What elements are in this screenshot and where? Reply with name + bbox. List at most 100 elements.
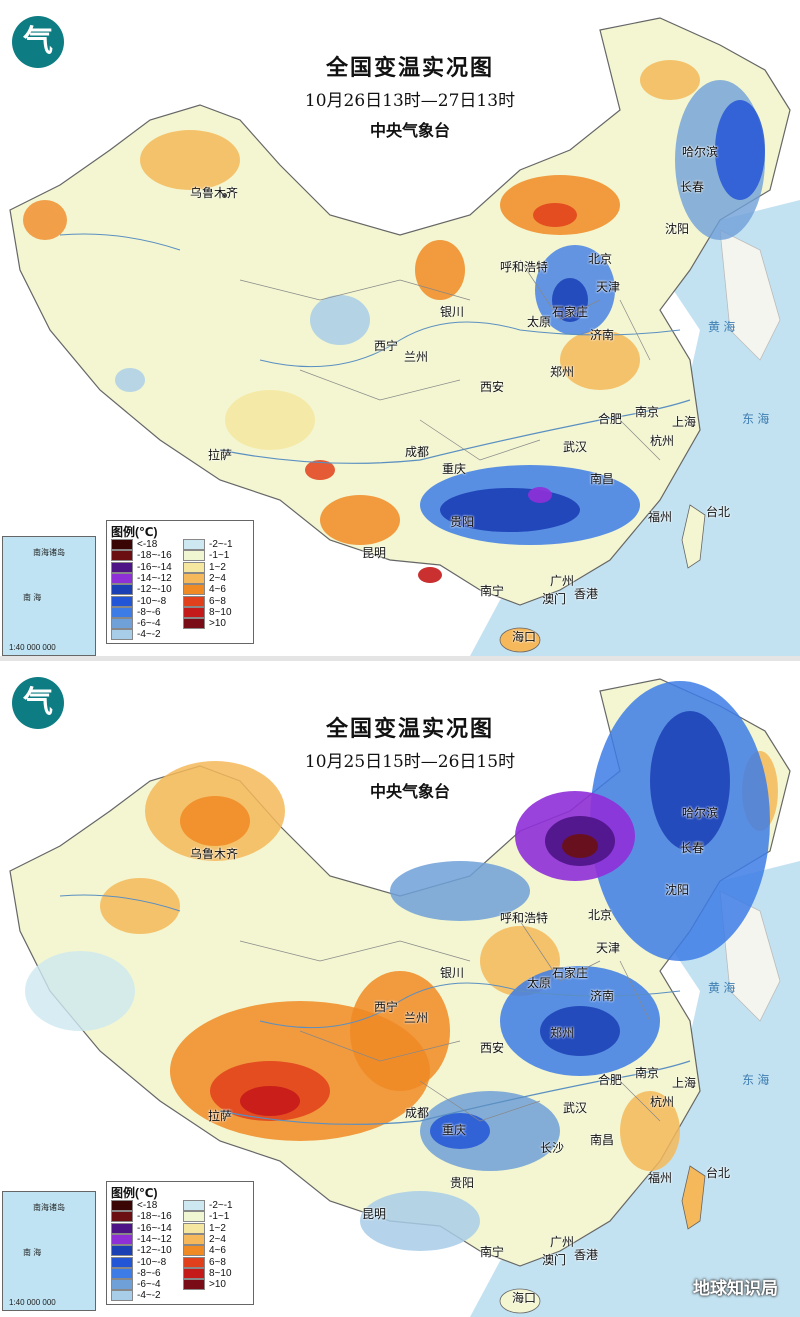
legend-item: -2~-1	[183, 1200, 233, 1212]
city-label-lhasa: 拉萨	[208, 1109, 233, 1123]
legend-swatch	[183, 1256, 205, 1268]
legend-swatch	[183, 539, 205, 550]
city-label-lhasa: 拉萨	[208, 448, 233, 462]
legend-label: -4~-2	[137, 1290, 161, 1302]
legend-swatch	[183, 1245, 205, 1257]
cma-logo: 气	[12, 16, 64, 68]
legend-label: -18~-16	[137, 550, 172, 562]
legend-item: -6~-4	[111, 618, 161, 630]
city-label-taiyuan: 太原	[527, 315, 552, 329]
legend-item: 2~4	[183, 572, 226, 585]
legend-label: -1~1	[209, 550, 230, 562]
south-sea-inset: 南海诸岛 南 海 1:40 000 000	[2, 536, 96, 656]
legend-label: -8~-6	[137, 1267, 161, 1279]
legend-title: 图例(℃)	[111, 1186, 158, 1200]
city-label-chengdu: 成都	[405, 445, 430, 459]
city-label-tianjin: 天津	[596, 941, 621, 955]
legend-swatch	[183, 550, 205, 562]
legend-item: 2~4	[183, 1233, 226, 1246]
legend-item: -16~-14	[111, 561, 172, 574]
legend-swatch	[183, 1200, 205, 1211]
city-label-xian: 西安	[480, 380, 505, 394]
city-label-changchun: 长春	[680, 180, 705, 194]
legend-item: -12~-10	[111, 584, 172, 596]
legend-label: -10~-8	[137, 1256, 167, 1268]
city-label-hangzhou: 杭州	[650, 1095, 675, 1109]
legend-swatch	[111, 561, 133, 573]
legend-swatch	[183, 584, 205, 596]
south-sea-inset: 南海诸岛 南 海 1:40 000 000	[2, 1191, 96, 1311]
legend-label: 2~4	[209, 573, 226, 585]
sea-label-east: 东 海	[742, 412, 770, 426]
city-label-changchun: 长春	[680, 841, 705, 855]
sea-label-yellow: 黄 海	[708, 981, 736, 995]
legend-swatch	[111, 1290, 133, 1302]
legend-title: 图例(℃)	[111, 525, 158, 539]
legend-item: >10	[183, 618, 226, 630]
city-label-nanjing: 南京	[635, 1066, 660, 1080]
legend-item: <-18	[111, 1200, 157, 1212]
sea-label-east: 东 海	[742, 1073, 770, 1087]
legend-item: 6~8	[183, 1256, 226, 1269]
panel-divider	[0, 656, 800, 661]
legend-item: 4~6	[183, 1245, 226, 1257]
legend-swatch	[111, 618, 133, 630]
legend-swatch	[183, 1222, 205, 1234]
legend-label: 6~8	[209, 1256, 226, 1268]
legend-swatch	[183, 1211, 205, 1223]
city-dot	[222, 193, 227, 198]
legend-label: <-18	[137, 539, 158, 551]
logo-glyph: 气	[23, 685, 53, 720]
legend-swatch	[111, 595, 133, 607]
legend-swatch	[111, 550, 133, 562]
legend-swatch	[183, 1267, 205, 1279]
legend-label: -6~-4	[137, 618, 161, 630]
legend-swatch	[183, 606, 205, 618]
legend-label: 4~6	[209, 584, 226, 596]
legend-label: -2~-1	[209, 539, 233, 551]
legend-swatch	[111, 1200, 133, 1211]
legend-swatch	[183, 595, 205, 607]
legend-item: >10	[183, 1279, 226, 1291]
city-label-lanzhou: 兰州	[404, 350, 429, 364]
city-label-nanjing: 南京	[635, 405, 660, 419]
legend-swatch	[111, 606, 133, 618]
city-label-hohhot: 呼和浩特	[500, 911, 549, 925]
city-label-xianggang: 香港	[574, 1248, 599, 1262]
city-label-zhengzhou: 郑州	[550, 365, 575, 379]
city-label-xining: 西宁	[374, 339, 399, 353]
legend-swatch	[111, 1245, 133, 1257]
legend-swatch	[111, 1222, 133, 1234]
legend-item: 8~10	[183, 606, 232, 619]
legend-label: >10	[209, 618, 226, 630]
legend-swatch	[111, 1267, 133, 1279]
city-label-beijing: 北京	[588, 908, 613, 922]
legend-item: -10~-8	[111, 1256, 167, 1269]
legend-label: -12~-10	[137, 584, 172, 596]
legend-label: -6~-4	[137, 1279, 161, 1291]
city-label-xianggang: 香港	[574, 587, 599, 601]
legend-label: <-18	[137, 1200, 158, 1212]
city-label-chengdu: 成都	[405, 1106, 430, 1120]
map-time-range: 10月26日13时—27日13时	[304, 91, 516, 111]
city-label-harbin: 哈尔滨	[682, 806, 719, 820]
city-label-wuhan: 武汉	[563, 440, 588, 454]
legend-item: 1~2	[183, 1222, 226, 1235]
legend: 图例(℃) <-18 -18~-16 -16~-14 -14~-12 -12~-10 -1…	[106, 520, 254, 644]
legend-label: -10~-8	[137, 595, 167, 607]
legend-item: <-18	[111, 539, 157, 551]
city-label-aomen: 澳门	[542, 592, 567, 606]
city-label-nanchang: 南昌	[590, 472, 615, 486]
city-label-taibei: 台北	[706, 1166, 731, 1180]
inset-label-sea: 南 海	[23, 1248, 42, 1257]
legend-swatch	[183, 1279, 205, 1291]
legend-swatch	[111, 539, 133, 550]
legend-item: -12~-10	[111, 1245, 172, 1257]
city-label-guangzhou: 广州	[550, 574, 575, 588]
legend-label: -1~1	[209, 1211, 230, 1223]
legend-item: 1~2	[183, 561, 226, 574]
map-organization: 中央气象台	[369, 121, 450, 140]
city-label-fuzhou: 福州	[648, 1171, 673, 1185]
legend-swatch	[183, 618, 205, 630]
legend-swatch	[111, 1256, 133, 1268]
